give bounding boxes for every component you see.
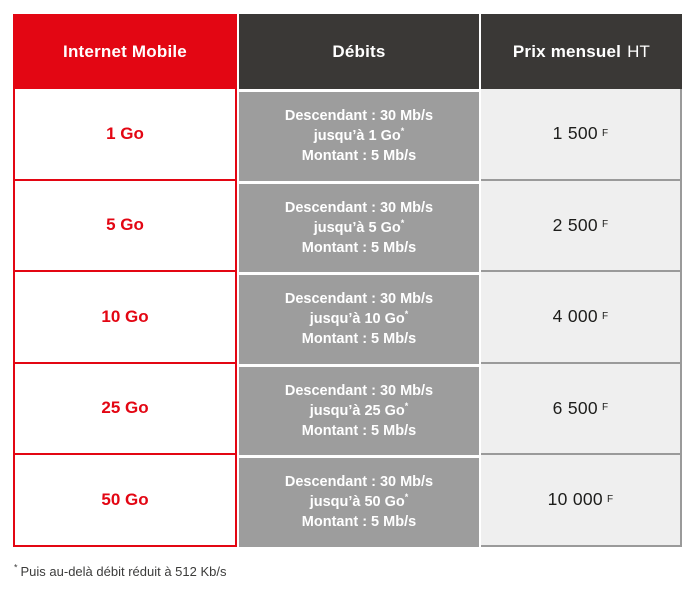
asterisk-superscript: * [400, 217, 405, 228]
price-cell: 4 000 F [481, 272, 682, 364]
debit-line-quota: jusqu’à 1 Go* [313, 126, 405, 145]
price-value: 2 500 [552, 214, 598, 235]
header-debits-label: Débits [332, 41, 386, 61]
debit-line-quota: jusqu’à 10 Go* [309, 309, 409, 328]
plan-cell-5go: 5 Go [13, 180, 237, 272]
price-cell: 2 500 F [481, 180, 682, 272]
plan-label: 10 Go [101, 306, 149, 326]
price-cell: 10 000 F [481, 455, 682, 547]
debit-line-down: Descendant : 30 Mb/s [284, 474, 434, 491]
plan-cell-50go: 50 Go [13, 455, 237, 547]
debit-line-down: Descendant : 30 Mb/s [284, 291, 434, 308]
plan-cell-10go: 10 Go [13, 272, 237, 364]
debit-line-up: Montant : 5 Mb/s [301, 331, 417, 348]
header-internet-mobile-label: Internet Mobile [63, 41, 187, 61]
header-debits: Débits [239, 14, 479, 89]
debit-line-up: Montant : 5 Mb/s [301, 148, 417, 165]
debit-line-up: Montant : 5 Mb/s [301, 422, 417, 439]
debit-line-down: Descendant : 30 Mb/s [284, 199, 434, 216]
debits-cell: Descendant : 30 Mb/s jusqu’à 50 Go* Mont… [239, 455, 479, 547]
asterisk-superscript: * [404, 309, 409, 320]
debit-line-quota: jusqu’à 25 Go* [309, 400, 409, 419]
pricing-table: Internet Mobile Débits Prix mensuel HT 1… [13, 14, 682, 547]
price-value: 10 000 [547, 489, 603, 510]
debit-line-down: Descendant : 30 Mb/s [284, 108, 434, 125]
asterisk-superscript: * [404, 492, 409, 503]
plan-label: 5 Go [106, 215, 144, 235]
debit-line-quota: jusqu’à 5 Go* [313, 217, 405, 236]
plan-cell-25go: 25 Go [13, 363, 237, 455]
price-value: 6 500 [552, 397, 598, 418]
header-prix-mensuel: Prix mensuel HT [481, 14, 682, 89]
header-prix-mensuel-label: Prix mensuel [512, 41, 622, 61]
asterisk-superscript: * [404, 400, 409, 411]
plan-label: 25 Go [101, 398, 149, 418]
plan-label: 50 Go [101, 489, 149, 509]
footnote-text: Puis au-delà débit réduit à 512 Kb/s [20, 564, 227, 579]
debit-line-quota: jusqu’à 50 Go* [309, 492, 409, 511]
header-internet-mobile: Internet Mobile [13, 14, 237, 89]
price-cell: 1 500 F [481, 89, 682, 181]
asterisk-superscript: * [400, 126, 405, 137]
debits-cell: Descendant : 30 Mb/s jusqu’à 25 Go* Mont… [239, 363, 479, 455]
footnote: * Puis au-delà débit réduit à 512 Kb/s [14, 562, 227, 579]
debits-cell: Descendant : 30 Mb/s jusqu’à 10 Go* Mont… [239, 272, 479, 364]
debits-cell: Descendant : 30 Mb/s jusqu’à 1 Go* Monta… [239, 89, 479, 181]
plan-cell-1go: 1 Go [13, 89, 237, 181]
debit-line-down: Descendant : 30 Mb/s [284, 382, 434, 399]
debits-cell: Descendant : 30 Mb/s jusqu’à 5 Go* Monta… [239, 180, 479, 272]
plan-label: 1 Go [106, 123, 144, 143]
debit-line-up: Montant : 5 Mb/s [301, 239, 417, 256]
footnote-asterisk: * [14, 562, 18, 573]
price-value: 4 000 [552, 306, 598, 327]
header-ht-label: HT [627, 41, 651, 61]
debit-line-up: Montant : 5 Mb/s [301, 514, 417, 531]
price-cell: 6 500 F [481, 363, 682, 455]
price-value: 1 500 [552, 123, 598, 144]
